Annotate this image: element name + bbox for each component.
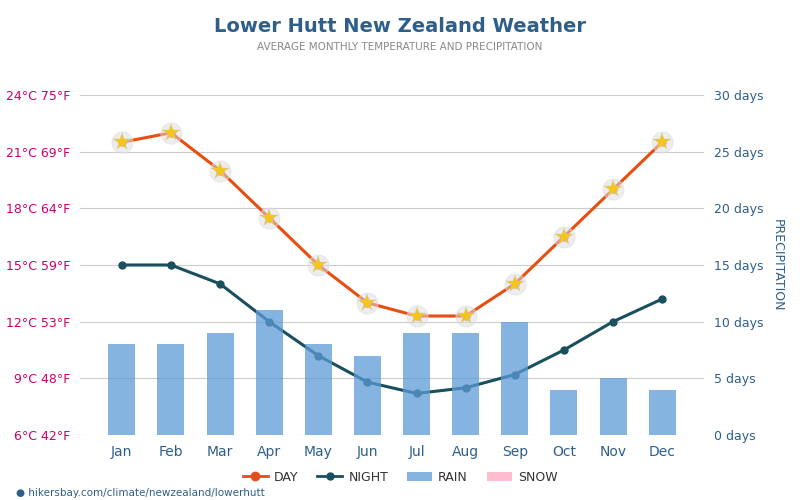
Bar [158,344,185,435]
Bar [108,344,135,435]
Text: AVERAGE MONTHLY TEMPERATURE AND PRECIPITATION: AVERAGE MONTHLY TEMPERATURE AND PRECIPIT… [258,42,542,52]
Bar [649,390,676,435]
Legend: DAY, NIGHT, RAIN, SNOW: DAY, NIGHT, RAIN, SNOW [238,466,562,489]
Bar [305,344,332,435]
Bar [403,333,430,435]
Bar [354,356,381,435]
Bar [206,333,234,435]
Text: Lower Hutt New Zealand Weather: Lower Hutt New Zealand Weather [214,18,586,36]
Text: ● hikersbay.com/climate/newzealand/lowerhutt: ● hikersbay.com/climate/newzealand/lower… [16,488,265,498]
Bar [599,378,626,435]
Bar [502,322,528,435]
Y-axis label: PRECIPITATION: PRECIPITATION [771,219,784,311]
Bar [452,333,479,435]
Bar [256,310,282,435]
Bar [550,390,578,435]
